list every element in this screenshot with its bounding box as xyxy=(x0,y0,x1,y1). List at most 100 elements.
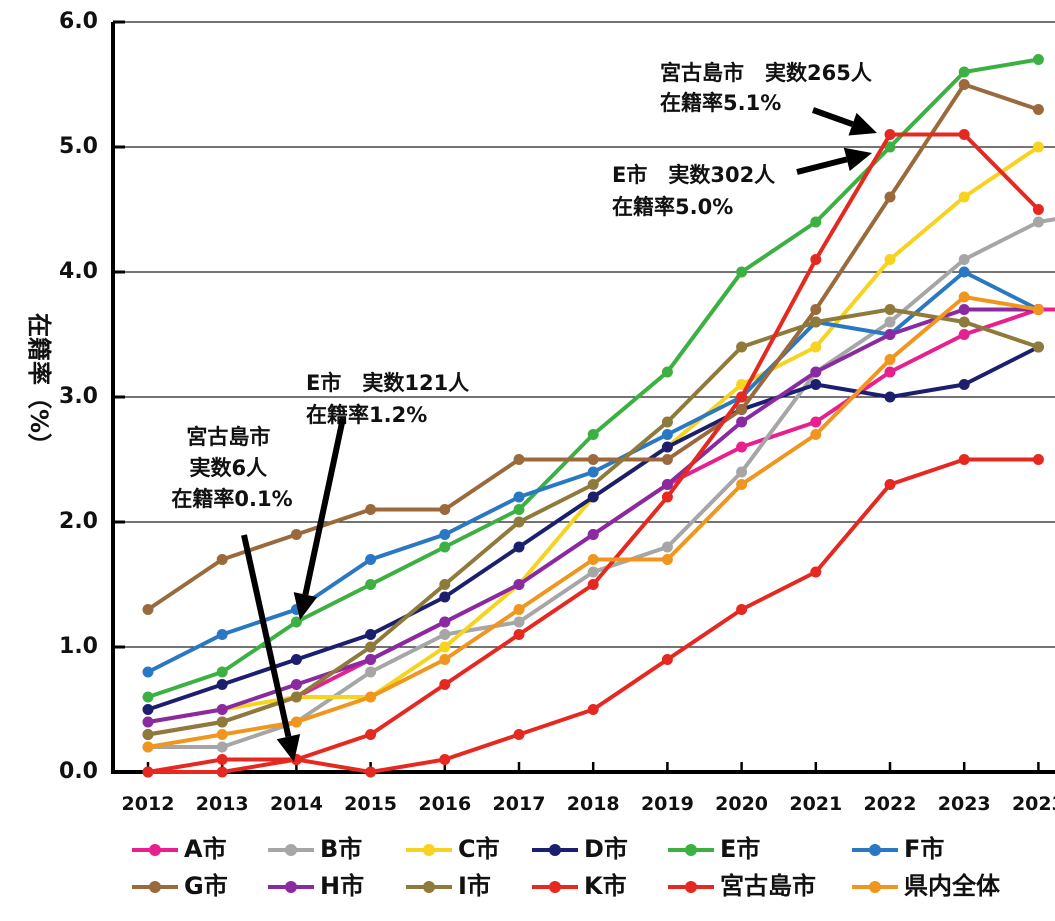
data-point xyxy=(514,504,525,515)
data-point xyxy=(810,417,821,428)
data-point xyxy=(365,692,376,703)
data-point xyxy=(439,617,450,628)
data-point xyxy=(514,604,525,615)
series-line xyxy=(148,135,1038,773)
data-point xyxy=(217,629,228,640)
annotations: 宮古島市 実数265人 在籍率5.1% E市 実数302人 在籍率5.0% E市… xyxy=(171,61,879,511)
y-axis-label: 在籍率（%） xyxy=(25,313,53,457)
data-point xyxy=(810,567,821,578)
data-point xyxy=(217,767,228,778)
data-point xyxy=(143,767,154,778)
data-point xyxy=(439,542,450,553)
legend-item: B市 xyxy=(268,835,362,863)
data-point xyxy=(291,654,302,665)
data-point xyxy=(959,79,970,90)
data-point xyxy=(514,629,525,640)
data-point xyxy=(588,579,599,590)
legend-label: K市 xyxy=(584,872,627,900)
data-point xyxy=(959,267,970,278)
data-point xyxy=(291,692,302,703)
data-point xyxy=(959,304,970,315)
data-point xyxy=(514,517,525,528)
data-point xyxy=(365,629,376,640)
annotation-miyakojima-2014: 宮古島市 実数6人 在籍率0.1% xyxy=(171,425,292,511)
series-lines xyxy=(143,54,1055,778)
legend-swatch-dot xyxy=(423,881,435,893)
data-point xyxy=(810,317,821,328)
data-point xyxy=(143,717,154,728)
legend-label: E市 xyxy=(720,835,760,863)
data-point xyxy=(885,304,896,315)
arrow-shaft xyxy=(305,418,343,595)
data-point xyxy=(810,342,821,353)
arrow-miyakojima-2023 xyxy=(813,110,877,135)
data-point xyxy=(143,667,154,678)
data-point xyxy=(514,492,525,503)
y-tick-label: 0.0 xyxy=(59,759,98,784)
data-point xyxy=(662,542,673,553)
legend-swatch-dot xyxy=(149,844,161,856)
data-point xyxy=(736,342,747,353)
data-point xyxy=(514,617,525,628)
data-point xyxy=(885,317,896,328)
annotation-line: 在籍率0.1% xyxy=(171,487,292,511)
data-point xyxy=(662,654,673,665)
x-tick-label: 2015 xyxy=(344,793,397,815)
data-point xyxy=(736,267,747,278)
data-point xyxy=(1033,104,1044,115)
legend-swatch-dot xyxy=(685,844,697,856)
legend-swatch-dot xyxy=(149,881,161,893)
data-point xyxy=(365,667,376,678)
arrow-head xyxy=(848,113,877,136)
legend-label: G市 xyxy=(184,872,228,900)
data-point xyxy=(588,429,599,440)
y-tick-label: 5.0 xyxy=(59,134,98,159)
data-point xyxy=(365,642,376,653)
data-point xyxy=(810,304,821,315)
data-point xyxy=(514,729,525,740)
data-point xyxy=(439,679,450,690)
y-tick-label: 1.0 xyxy=(59,634,98,659)
data-point xyxy=(365,554,376,565)
x-tick-label: 2014 xyxy=(270,793,323,815)
legend-swatch-dot xyxy=(685,881,697,893)
data-point xyxy=(1033,54,1044,65)
data-point xyxy=(736,467,747,478)
series-line xyxy=(148,347,1038,710)
legend-item: K市 xyxy=(532,872,627,900)
legend-swatch-dot xyxy=(549,844,561,856)
data-point xyxy=(365,729,376,740)
x-tick-label: 2022 xyxy=(864,793,917,815)
data-point xyxy=(810,217,821,228)
data-point xyxy=(885,392,896,403)
data-point xyxy=(662,429,673,440)
data-point xyxy=(885,479,896,490)
x-tick-label: 2020 xyxy=(715,793,768,815)
legend-label: 宮古島市 xyxy=(720,872,816,900)
data-point xyxy=(1033,454,1044,465)
arrow-shaft xyxy=(797,159,847,172)
legend-swatch-dot xyxy=(869,844,881,856)
data-point xyxy=(885,354,896,365)
data-point xyxy=(143,704,154,715)
data-point xyxy=(885,192,896,203)
data-point xyxy=(291,679,302,690)
arrow-e-city-2014 xyxy=(294,418,343,620)
data-point xyxy=(588,492,599,503)
data-point xyxy=(217,717,228,728)
x-tick-label: 2017 xyxy=(493,793,546,815)
data-point xyxy=(885,254,896,265)
data-point xyxy=(217,554,228,565)
legend-label: B市 xyxy=(320,835,362,863)
annotation-line: 在籍率5.1% xyxy=(660,91,781,115)
data-point xyxy=(1033,342,1044,353)
x-tick-label: 2013 xyxy=(196,793,249,815)
legend-item: H市 xyxy=(268,872,364,900)
data-point xyxy=(1033,204,1044,215)
data-point xyxy=(810,367,821,378)
y-tick-label: 6.0 xyxy=(59,9,98,34)
x-tick-label: 2012 xyxy=(122,793,175,815)
data-point xyxy=(959,454,970,465)
